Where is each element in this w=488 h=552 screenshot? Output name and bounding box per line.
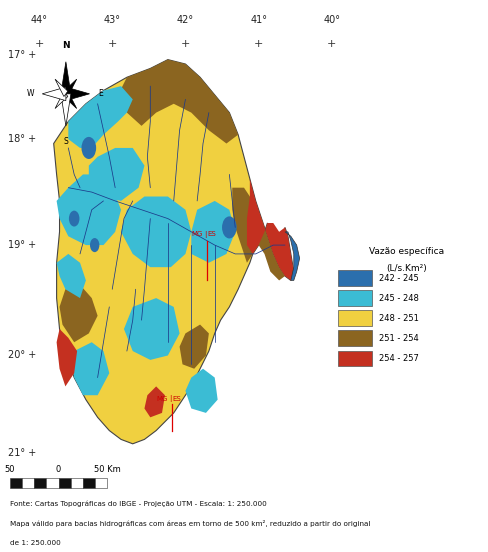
Text: Vazão específica: Vazão específica [369, 247, 445, 256]
Text: de 1: 250.000: de 1: 250.000 [10, 540, 61, 546]
Text: 19° +: 19° + [8, 240, 37, 250]
Polygon shape [57, 174, 121, 245]
Text: MG: MG [192, 231, 203, 237]
Text: |: | [204, 231, 206, 237]
Polygon shape [42, 87, 66, 100]
Bar [10, 478, 22, 488]
Text: Fonte: Cartas Topográficas do IBGE - Projeção UTM - Escala: 1: 250.000: Fonte: Cartas Topográficas do IBGE - Pro… [10, 500, 266, 507]
Polygon shape [180, 325, 209, 369]
Text: S: S [63, 137, 68, 146]
Circle shape [222, 216, 237, 238]
Polygon shape [118, 60, 238, 144]
Text: 43°: 43° [104, 15, 121, 25]
Text: +: + [181, 39, 190, 49]
Bar [46, 478, 59, 488]
Polygon shape [247, 179, 294, 280]
Bar [338, 331, 372, 346]
Polygon shape [71, 342, 109, 395]
Text: 50: 50 [4, 465, 15, 474]
Polygon shape [124, 298, 180, 360]
Bar [71, 478, 83, 488]
Text: 18° +: 18° + [8, 134, 37, 144]
Circle shape [69, 211, 80, 226]
Text: 242 - 245: 242 - 245 [379, 274, 418, 283]
Bar [338, 310, 372, 326]
Text: W: W [26, 89, 34, 98]
Text: 245 - 248: 245 - 248 [379, 294, 419, 302]
Text: +: + [107, 39, 117, 49]
Text: +: + [34, 39, 44, 49]
Bar [22, 478, 34, 488]
Text: 50 Km: 50 Km [94, 465, 121, 474]
Bar [83, 478, 95, 488]
Polygon shape [68, 86, 133, 148]
Text: 20° +: 20° + [8, 351, 37, 360]
Polygon shape [61, 62, 71, 94]
Text: ES: ES [172, 396, 181, 402]
Text: (L/s.Km²): (L/s.Km²) [386, 264, 427, 273]
Polygon shape [55, 79, 68, 97]
Text: 40°: 40° [324, 15, 340, 25]
Circle shape [90, 238, 100, 252]
Text: 251 - 254: 251 - 254 [379, 334, 418, 343]
Polygon shape [121, 197, 191, 267]
Polygon shape [57, 329, 77, 386]
Bar [338, 351, 372, 367]
Polygon shape [64, 79, 77, 97]
Text: +: + [254, 39, 264, 49]
Polygon shape [61, 94, 71, 126]
Polygon shape [57, 254, 86, 298]
Polygon shape [191, 201, 235, 263]
Polygon shape [66, 87, 89, 100]
Polygon shape [55, 91, 68, 109]
Text: 254 - 257: 254 - 257 [379, 354, 419, 363]
Text: +: + [327, 39, 337, 49]
Bar [95, 478, 107, 488]
Text: Mapa válido para bacias hidrográficas com áreas em torno de 500 km², reduzido a : Mapa válido para bacias hidrográficas co… [10, 521, 370, 527]
Polygon shape [64, 91, 77, 109]
Circle shape [81, 137, 96, 159]
Bar [34, 478, 46, 488]
Text: 41°: 41° [250, 15, 267, 25]
Polygon shape [285, 232, 300, 280]
Text: 17° +: 17° + [8, 50, 37, 60]
Polygon shape [144, 386, 165, 417]
Text: 44°: 44° [31, 15, 47, 25]
Text: 42°: 42° [177, 15, 194, 25]
Text: |: | [169, 395, 171, 402]
Text: 248 - 251: 248 - 251 [379, 314, 419, 323]
Bar [59, 478, 71, 488]
Text: 0: 0 [56, 465, 61, 474]
Text: N: N [62, 41, 70, 50]
Polygon shape [60, 285, 98, 342]
Polygon shape [232, 188, 285, 280]
Polygon shape [185, 369, 218, 413]
Text: MG: MG [157, 396, 168, 402]
Polygon shape [89, 148, 144, 201]
Text: 21° +: 21° + [8, 448, 37, 458]
Polygon shape [54, 60, 294, 444]
Bar [338, 270, 372, 286]
Bar [338, 290, 372, 306]
Text: ES: ES [207, 231, 216, 237]
Text: E: E [98, 89, 102, 98]
